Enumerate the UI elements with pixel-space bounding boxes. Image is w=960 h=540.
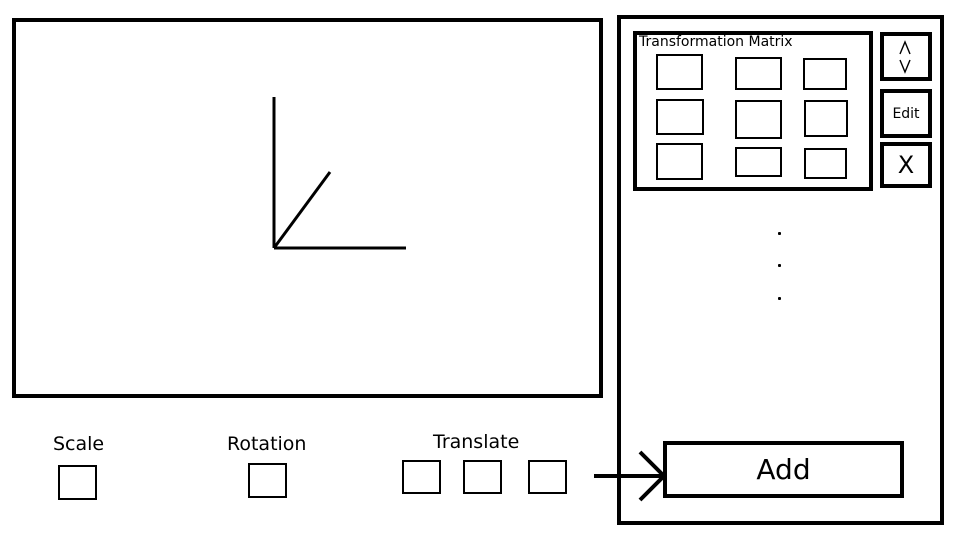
matrix-cell-r3c1[interactable] <box>656 143 703 180</box>
scale-input[interactable] <box>58 465 97 500</box>
matrix-cell-r1c1[interactable] <box>656 54 703 90</box>
translate-z-input[interactable] <box>528 460 567 494</box>
up-down-arrows-icon <box>899 40 911 74</box>
translate-label: Translate <box>433 431 520 453</box>
indicator-dot <box>778 232 781 235</box>
rotation-input[interactable] <box>248 463 287 498</box>
translate-y-input[interactable] <box>463 460 502 494</box>
axes-icon <box>272 97 406 250</box>
reorder-button[interactable] <box>880 32 932 81</box>
transform-list-panel <box>617 15 944 525</box>
delete-button[interactable]: X <box>880 142 932 188</box>
indicator-dot <box>778 264 781 267</box>
matrix-cell-r2c1[interactable] <box>656 99 704 135</box>
arrow-right-icon <box>594 450 667 502</box>
matrix-cell-r3c3[interactable] <box>804 148 847 179</box>
matrix-cell-r2c2[interactable] <box>735 100 782 139</box>
add-button-label: Add <box>756 453 811 486</box>
close-icon: X <box>897 151 915 179</box>
rotation-label: Rotation <box>227 433 307 455</box>
matrix-title: Transformation Matrix <box>639 34 793 50</box>
matrix-cell-r3c2[interactable] <box>735 147 782 177</box>
add-button[interactable]: Add <box>663 441 904 498</box>
edit-button[interactable]: Edit <box>880 89 932 138</box>
scale-label: Scale <box>53 433 105 455</box>
transformation-matrix-card <box>633 31 873 191</box>
matrix-cell-r2c3[interactable] <box>804 100 848 137</box>
edit-button-label: Edit <box>892 105 920 122</box>
indicator-dot <box>778 297 781 300</box>
translate-x-input[interactable] <box>402 460 441 494</box>
matrix-cell-r1c3[interactable] <box>803 58 847 90</box>
viewport-canvas[interactable] <box>12 18 603 398</box>
matrix-cell-r1c2[interactable] <box>735 57 782 90</box>
